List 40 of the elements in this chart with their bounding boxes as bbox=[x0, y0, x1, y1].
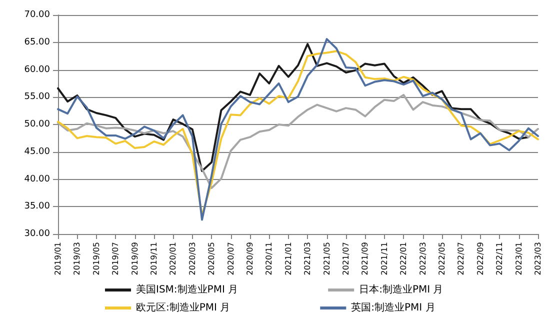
x-tick-label: 2020/07 bbox=[226, 242, 236, 276]
legend-label: 英国:制造业PMI 月 bbox=[351, 302, 436, 314]
y-tick-label: 40.00 bbox=[24, 174, 50, 184]
legend-label: 日本:制造业PMI 月 bbox=[359, 284, 444, 296]
x-tick-label: 2021/09 bbox=[360, 242, 370, 276]
y-tick-label: 30.00 bbox=[24, 229, 50, 239]
x-tick-label: 2020/05 bbox=[207, 242, 216, 276]
y-tick-label: 60.00 bbox=[24, 64, 50, 75]
x-tick-label: 2021/07 bbox=[342, 242, 350, 276]
x-tick-label: 2020/11 bbox=[264, 242, 274, 276]
x-tick-label: 2021/03 bbox=[303, 242, 312, 276]
x-tick-label: 2022/03 bbox=[418, 242, 428, 276]
y-tick-label: 70.00 bbox=[24, 10, 50, 20]
x-tick-label: 2022/09 bbox=[476, 242, 485, 276]
x-tick-label: 2022/11 bbox=[495, 242, 504, 276]
x-tick-label: 2021/05 bbox=[322, 242, 332, 276]
x-tick-label: 2021/01 bbox=[284, 242, 293, 276]
x-tick-label: 2019/07 bbox=[111, 242, 120, 276]
x-tick-label: 2020/09 bbox=[246, 242, 254, 276]
x-tick-label: 2023/03 bbox=[534, 242, 542, 276]
x-tick-label: 2019/11 bbox=[150, 242, 158, 276]
y-tick-label: 50.00 bbox=[24, 120, 50, 130]
x-tick-label: 2019/09 bbox=[130, 242, 140, 276]
x-tick-label: 2022/01 bbox=[399, 242, 408, 276]
x-tick-label: 2022/05 bbox=[438, 242, 446, 276]
x-tick-label: 2020/03 bbox=[188, 242, 197, 276]
x-tick-label: 2021/11 bbox=[380, 242, 389, 276]
legend-label: 欧元区:制造业PMI 月 bbox=[136, 302, 230, 314]
x-tick-label: 2020/01 bbox=[168, 242, 178, 276]
line-series bbox=[57, 43, 530, 172]
x-tick-label: 2022/07 bbox=[456, 242, 466, 276]
y-tick-label: 35.00 bbox=[24, 202, 50, 212]
y-tick-label: 45.00 bbox=[24, 146, 50, 157]
y-tick-label: 55.00 bbox=[24, 92, 50, 102]
y-tick-label: 65.00 bbox=[24, 37, 50, 48]
x-tick-label: 2019/03 bbox=[72, 242, 82, 276]
x-tick-label: 2023/01 bbox=[514, 242, 524, 276]
legend-label: 美国ISM:制造业PMI 月 bbox=[136, 284, 238, 296]
x-tick-label: 2019/01 bbox=[54, 242, 62, 276]
x-tick-label: 2019/05 bbox=[92, 242, 101, 276]
